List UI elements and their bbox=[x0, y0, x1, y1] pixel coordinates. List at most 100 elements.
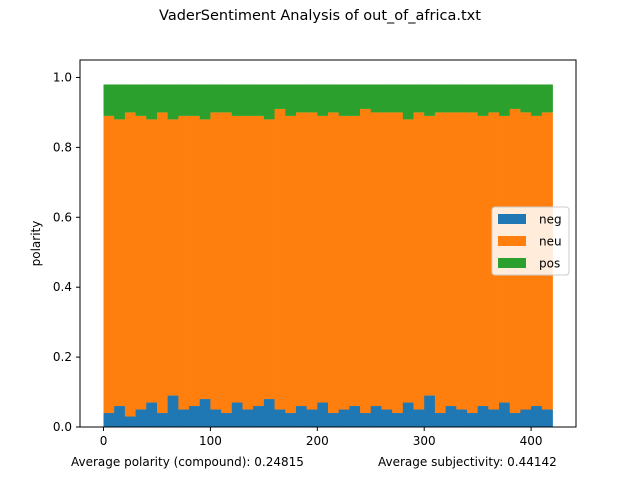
bar-neu bbox=[445, 112, 457, 407]
bar-neg bbox=[392, 413, 404, 427]
average-polarity-text: Average polarity (compound): 0.24815 bbox=[71, 455, 304, 469]
legend: neg neu pos bbox=[491, 206, 570, 276]
bar-pos bbox=[178, 84, 190, 116]
bar-neg bbox=[263, 399, 275, 427]
bar-neu bbox=[199, 119, 211, 400]
bar-neg bbox=[338, 409, 350, 427]
bar-neu bbox=[114, 119, 126, 407]
bar-neu bbox=[295, 112, 308, 407]
bar-pos bbox=[146, 84, 158, 120]
y-tick-label: 1.0 bbox=[53, 70, 72, 84]
average-subjectivity-text: Average subjectivity: 0.44142 bbox=[378, 455, 557, 469]
legend-swatch-neu bbox=[498, 236, 526, 246]
bar-neu bbox=[413, 112, 425, 410]
bar-pos bbox=[253, 84, 265, 116]
bar-pos bbox=[124, 84, 136, 113]
bar-neu bbox=[360, 108, 372, 414]
bar-pos bbox=[392, 84, 404, 113]
bar-neg bbox=[413, 409, 425, 427]
bar-neg bbox=[349, 406, 361, 427]
bar-neu bbox=[221, 112, 233, 414]
bar-neg bbox=[477, 406, 489, 427]
bar-neg bbox=[124, 416, 136, 427]
bar-pos bbox=[189, 84, 201, 116]
legend-swatch-neg bbox=[498, 214, 526, 224]
bar-pos bbox=[285, 84, 297, 116]
y-tick-label: 0.4 bbox=[53, 280, 72, 294]
bar-neu bbox=[231, 115, 243, 403]
bar-pos bbox=[509, 84, 521, 109]
bar-neg bbox=[135, 409, 147, 427]
bar-neg bbox=[178, 409, 190, 427]
legend-label-pos: pos bbox=[539, 257, 560, 271]
bar-neg bbox=[317, 402, 329, 427]
bar-neg bbox=[295, 406, 308, 427]
bar-pos bbox=[231, 84, 243, 116]
bar-pos bbox=[434, 84, 446, 113]
bar-neu bbox=[253, 115, 265, 407]
bar-neg bbox=[466, 413, 479, 427]
bar-pos bbox=[242, 84, 254, 116]
bar-pos bbox=[263, 84, 275, 120]
legend-swatch-pos bbox=[498, 258, 526, 268]
bar-pos bbox=[199, 84, 211, 120]
bar-neg bbox=[199, 399, 211, 427]
bar-neu bbox=[338, 115, 350, 410]
legend-label-neu: neu bbox=[539, 235, 562, 249]
bar-neg bbox=[328, 413, 340, 427]
bar-neu bbox=[242, 115, 254, 410]
bar-pos bbox=[338, 84, 350, 116]
bar-neu bbox=[167, 119, 179, 396]
bar-neu bbox=[456, 112, 468, 410]
bar-pos bbox=[210, 84, 222, 113]
bar-neg bbox=[424, 395, 436, 427]
bar-pos bbox=[424, 84, 436, 116]
y-tick-label: 0.8 bbox=[53, 140, 72, 154]
bar-neg bbox=[242, 409, 254, 427]
bar-pos bbox=[445, 84, 457, 113]
bar-neu bbox=[349, 115, 361, 407]
bar-neg bbox=[285, 413, 297, 427]
bar-neg bbox=[402, 402, 414, 427]
bar-pos bbox=[413, 84, 425, 113]
bar-neg bbox=[306, 409, 318, 427]
bar-pos bbox=[456, 84, 468, 113]
bar-pos bbox=[167, 84, 179, 120]
bar-neg bbox=[520, 409, 532, 427]
bar-neg bbox=[434, 413, 446, 427]
bar-neg bbox=[456, 409, 468, 427]
bar-neu bbox=[178, 115, 190, 410]
bar-neu bbox=[306, 112, 318, 410]
bar-neg bbox=[210, 409, 222, 427]
bar-neg bbox=[103, 413, 115, 427]
bar-neg bbox=[114, 406, 126, 427]
bar-pos bbox=[531, 84, 543, 116]
bar-neu bbox=[328, 112, 340, 414]
bars-group bbox=[103, 84, 553, 427]
bar-neg bbox=[509, 413, 521, 427]
bar-neu bbox=[381, 112, 393, 410]
chart-title: VaderSentiment Analysis of out_of_africa… bbox=[159, 8, 481, 24]
bar-neu bbox=[285, 115, 297, 414]
x-tick-label: 100 bbox=[199, 434, 222, 448]
bar-neu bbox=[124, 112, 136, 417]
bar-neu bbox=[434, 112, 446, 414]
bar-pos bbox=[499, 84, 511, 116]
bar-neu bbox=[135, 115, 147, 410]
bar-neu bbox=[189, 115, 201, 407]
bar-pos bbox=[520, 84, 532, 113]
bar-pos bbox=[360, 84, 372, 109]
bar-neg bbox=[231, 402, 243, 427]
bar-pos bbox=[103, 84, 115, 116]
bar-neu bbox=[424, 115, 436, 396]
bar-neg bbox=[360, 413, 372, 427]
bar-pos bbox=[317, 84, 329, 116]
bar-pos bbox=[135, 84, 147, 116]
bar-neu bbox=[274, 108, 286, 410]
bar-neu bbox=[370, 112, 382, 407]
bar-neg bbox=[541, 409, 553, 427]
bar-neg bbox=[370, 406, 382, 427]
bar-neg bbox=[531, 406, 543, 427]
